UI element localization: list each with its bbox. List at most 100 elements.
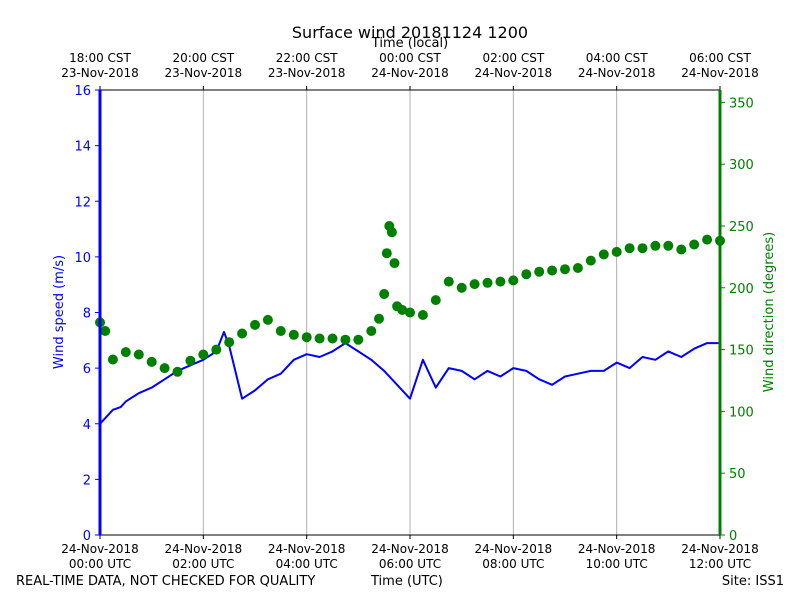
top-tick-label: 24-Nov-2018 [578,66,656,80]
right-tick-label: 100 [729,405,754,420]
wind-direction-point [198,349,209,360]
wind-direction-point [689,239,700,250]
bottom-tick-label: 24-Nov-2018 [61,542,139,556]
top-tick-label: 06:00 CST [689,51,751,65]
bottom-tick-label: 04:00 UTC [276,557,338,571]
left-tick-label: 10 [74,251,91,266]
wind-direction-point [340,334,351,345]
wind-direction-point [469,279,480,290]
wind-direction-point [327,333,338,344]
wind-direction-point [146,356,157,367]
top-axis-label: Time (local) [371,36,448,51]
right-tick-label: 250 [729,220,754,235]
wind-direction-point [133,349,144,360]
wind-direction-point [521,269,532,280]
bottom-tick-label: 24-Nov-2018 [681,542,759,556]
wind-direction-point [224,337,235,348]
top-tick-label: 04:00 CST [586,51,648,65]
left-tick-label: 2 [83,473,91,488]
bottom-tick-label: 12:00 UTC [689,557,751,571]
wind-direction-point [702,234,713,245]
wind-direction-point [663,240,674,251]
site-label: Site: ISS1 [721,574,784,589]
top-tick-label: 18:00 CST [69,51,131,65]
plot-series [95,221,725,425]
wind-direction-point [211,344,222,355]
right-tick-label: 50 [729,467,746,482]
left-tick-label: 12 [74,195,91,210]
left-tick-label: 0 [83,529,91,544]
bottom-tick-label: 24-Nov-2018 [578,542,656,556]
wind-direction-point [547,265,558,276]
wind-direction-point [389,258,400,269]
wind-direction-point [107,354,118,365]
wind-direction-point [237,328,248,339]
wind-direction-point [572,263,583,273]
wind-direction-point [288,329,299,340]
x-axis-label: Time (UTC) [371,574,443,589]
right-tick-label: 350 [729,96,754,111]
wind-direction-point [637,243,648,254]
wind-direction-point [275,326,286,336]
wind-direction-point [598,249,609,260]
quality-disclaimer: REAL-TIME DATA, NOT CHECKED FOR QUALITY [16,574,316,589]
wind-direction-point [456,282,467,293]
bottom-tick-label: 08:00 UTC [482,557,544,571]
top-tick-label: 22:00 CST [276,51,338,65]
chart-title: Surface wind 20181124 1200 [292,23,528,42]
wind-direction-point [172,366,183,377]
right-tick-label: 200 [729,282,754,297]
wind-direction-point [250,319,260,330]
wind-direction-point [650,240,661,251]
wind-direction-point [676,244,687,255]
left-tick-label: 16 [74,84,91,99]
bottom-tick-label: 24-Nov-2018 [371,542,449,556]
wind-direction-point [381,248,392,259]
top-tick-label: 24-Nov-2018 [371,66,449,80]
wind-direction-point [405,307,415,318]
right-axis-label: Wind direction (degrees) [762,232,777,392]
top-tick-label: 00:00 CST [379,51,441,65]
wind-direction-point [534,266,545,277]
wind-direction-point [611,246,622,257]
top-tick-label: 23-Nov-2018 [268,66,346,80]
wind-direction-point [353,334,364,345]
wind-direction-point [379,289,390,299]
wind-direction-point [443,276,454,287]
wind-direction-point [301,332,312,343]
wind-direction-point [262,314,273,325]
wind-direction-point [120,347,131,358]
wind-direction-point [185,355,196,366]
left-tick-label: 4 [83,418,91,433]
top-tick-label: 23-Nov-2018 [61,66,139,80]
bottom-tick-label: 24-Nov-2018 [475,542,553,556]
wind-direction-point [374,313,384,324]
bottom-tick-label: 00:00 UTC [69,557,131,571]
right-tick-label: 150 [729,344,754,359]
wind-direction-point [495,276,506,287]
wind-direction-point [508,275,519,286]
wind-speed-line [99,331,720,425]
wind-direction-point [397,305,408,315]
right-tick-label: 300 [729,158,754,173]
bottom-tick-label: 06:00 UTC [379,557,441,571]
top-tick-label: 02:00 CST [482,51,544,65]
top-tick-label: 20:00 CST [172,51,234,65]
left-tick-label: 8 [83,307,91,322]
wind-direction-point [624,243,635,254]
wind-direction-point [159,363,170,374]
wind-direction-point [314,333,325,344]
wind-direction-point [366,326,377,336]
wind-direction-point [560,264,570,275]
bottom-tick-label: 24-Nov-2018 [165,542,243,556]
wind-direction-point [417,310,428,320]
bottom-tick-label: 10:00 UTC [586,557,648,571]
bottom-tick-label: 02:00 UTC [172,557,234,571]
wind-direction-point [100,326,111,336]
right-tick-label: 0 [729,529,737,544]
left-tick-label: 6 [83,362,91,377]
left-axis-label: Wind speed (m/s) [52,255,67,369]
wind-direction-point [585,255,596,266]
